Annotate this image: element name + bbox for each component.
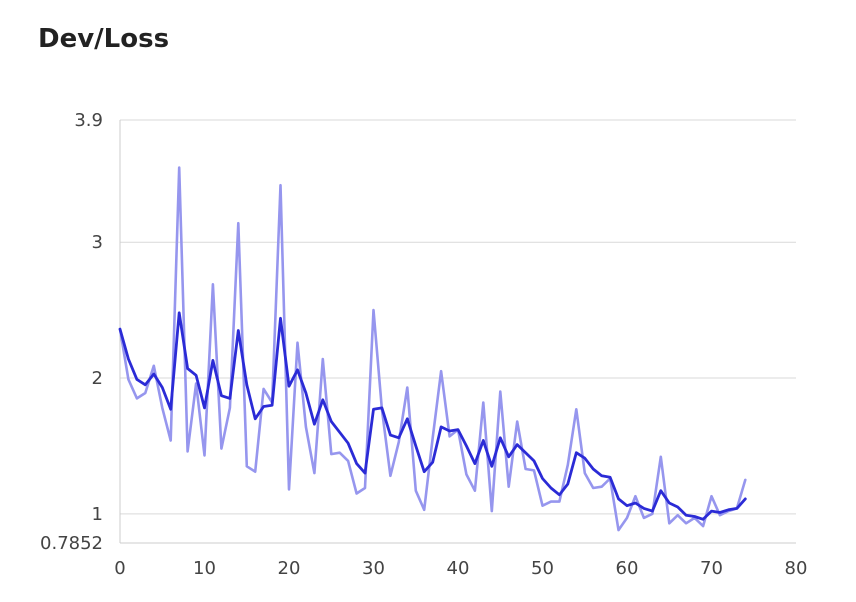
x-tick-label: 40 [447, 558, 470, 579]
axes [119, 120, 796, 544]
y-tick-label: 3.9 [74, 110, 103, 131]
y-tick-label: 1 [92, 504, 103, 525]
y-tick-labels: 0.7852 1 2 3 3.9 [40, 110, 103, 554]
y-tick-label: 2 [92, 368, 103, 389]
x-tick-label: 60 [616, 558, 639, 579]
x-tick-label: 70 [700, 558, 723, 579]
raw-loss-line [118, 166, 747, 532]
grid-lines [120, 119, 796, 515]
y-tick-label: 0.7852 [40, 533, 103, 554]
x-tick-label: 10 [193, 558, 216, 579]
x-tick-label: 80 [785, 558, 808, 579]
series-lines [118, 166, 747, 532]
x-tick-label: 0 [114, 558, 125, 579]
x-tick-label: 50 [531, 558, 554, 579]
y-tick-label: 3 [92, 232, 103, 253]
x-tick-labels: 0 10 20 30 40 50 60 70 80 [114, 558, 807, 579]
x-tick-label: 30 [362, 558, 385, 579]
chart-title: Dev/Loss [38, 24, 170, 54]
x-tick-label: 20 [278, 558, 301, 579]
smoothed-loss-line [118, 311, 747, 521]
